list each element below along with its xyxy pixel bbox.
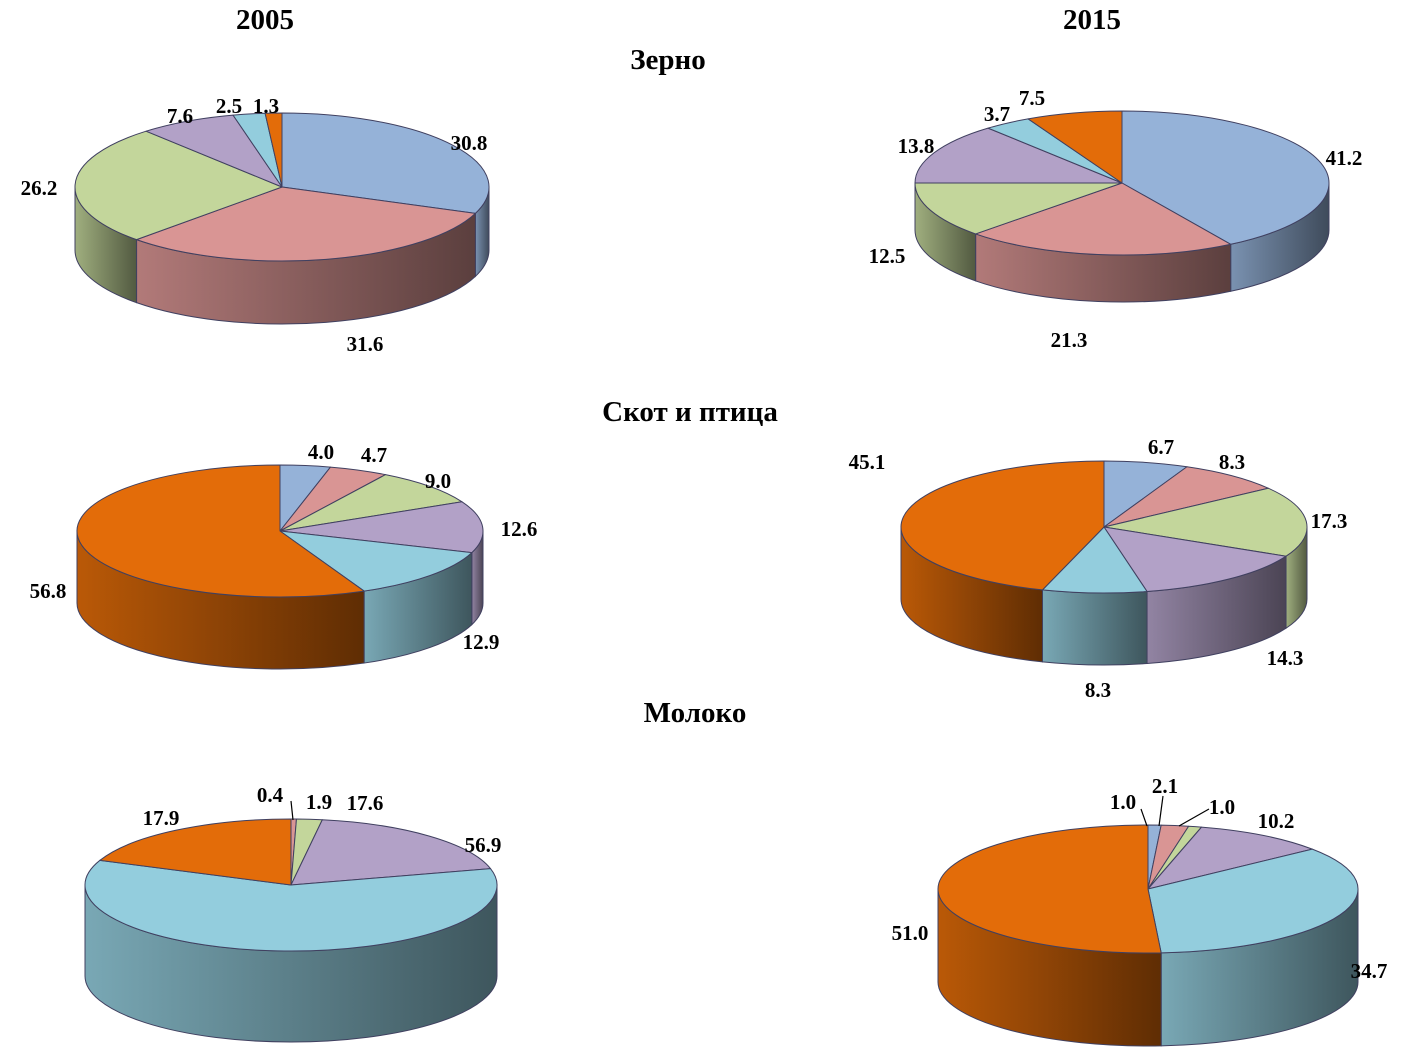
pie-1-data-label-4: 3.7 bbox=[984, 102, 1010, 126]
pie-3-slice-5 bbox=[900, 460, 1105, 591]
pie-0-data-label-0: 30.8 bbox=[451, 131, 488, 155]
pie-1-slice-5 bbox=[1027, 110, 1123, 184]
pie-0-slice-2 bbox=[74, 130, 283, 241]
pie-5-data-label-4: 34.7 bbox=[1351, 959, 1388, 983]
pie-3-slice-2 bbox=[1103, 487, 1308, 557]
pie-5-slice-4 bbox=[1147, 848, 1359, 954]
pie-chart-2: 4.0 4.7 9.0 12.6 12.9 56.8 bbox=[30, 440, 538, 670]
pie-0-slice-0 bbox=[281, 112, 490, 214]
pie-3-data-label-0: 6.7 bbox=[1148, 435, 1174, 459]
pie-2-data-label-5: 56.8 bbox=[30, 579, 67, 603]
pie-3-data-label-3: 14.3 bbox=[1267, 646, 1304, 670]
pie-chart-0: 30.8 31.6 26.2 7.6 2.5 1.3 bbox=[21, 94, 490, 356]
pie-5-leader-0 bbox=[1140, 808, 1148, 827]
pie-4-slice-3 bbox=[290, 819, 492, 886]
pie-1-slice-3 bbox=[914, 127, 1123, 184]
pie-0-data-label-1: 31.6 bbox=[347, 332, 384, 356]
pie-2-data-label-1: 4.7 bbox=[361, 443, 387, 467]
pie-0-slice-5 bbox=[264, 112, 283, 188]
pie-3-slice-3 bbox=[1103, 526, 1287, 592]
pie-5-slice-5 bbox=[937, 824, 1162, 954]
pie-5-data-label-3: 10.2 bbox=[1258, 809, 1295, 833]
pie-0-slice-1 bbox=[136, 186, 476, 262]
section-title-milk: Молоко bbox=[643, 697, 747, 729]
pie-4-data-label-2: 1.9 bbox=[306, 790, 332, 814]
pie-2-data-label-4: 12.9 bbox=[463, 630, 500, 654]
section-title-grain: Зерно bbox=[630, 44, 706, 76]
pie-2-slice-2 bbox=[279, 474, 463, 532]
pie-5-leader-1 bbox=[1158, 795, 1164, 827]
pie-5-data-label-5: 51.0 bbox=[892, 921, 929, 945]
pie-2-slice-5 bbox=[76, 464, 365, 598]
pie-5-data-label-2: 1.0 bbox=[1209, 795, 1235, 819]
pie-2-slice-4 bbox=[279, 530, 473, 592]
pie-chart-1: 41.2 21.3 12.5 13.8 3.7 7.5 bbox=[869, 86, 1363, 352]
pie-0-data-label-5: 1.3 bbox=[253, 94, 279, 118]
pie-0-slice-3 bbox=[145, 114, 283, 188]
pie-1-data-label-3: 13.8 bbox=[898, 134, 935, 158]
pie-3-slice-4-side bbox=[1041, 589, 1148, 666]
pie-0-data-label-2: 26.2 bbox=[21, 176, 58, 200]
pie-1-slice-1 bbox=[975, 182, 1232, 256]
pie-4-data-label-4: 56.9 bbox=[465, 833, 502, 857]
pie-1-data-label-5: 7.5 bbox=[1019, 86, 1045, 110]
pie-4-data-label-1: 0.4 bbox=[257, 783, 284, 807]
pie-5-slice-3 bbox=[1147, 826, 1313, 890]
pie-4-slice-5 bbox=[99, 818, 292, 886]
section-title-livestock: Скот и птица bbox=[602, 396, 778, 428]
pie-4-data-label-5: 17.9 bbox=[143, 806, 180, 830]
pie-chart-4: 0.4 1.9 17.6 56.9 17.9 bbox=[84, 783, 502, 1043]
pie-0-data-label-3: 7.6 bbox=[167, 104, 193, 128]
pie-2-data-label-0: 4.0 bbox=[308, 440, 334, 464]
pie-5-data-label-1: 2.1 bbox=[1152, 774, 1178, 798]
pie-2-slice-3 bbox=[279, 501, 484, 554]
pie-1-data-label-2: 12.5 bbox=[869, 244, 906, 268]
pie-3-data-label-2: 17.3 bbox=[1311, 509, 1348, 533]
pie-4-data-label-3: 17.6 bbox=[347, 791, 384, 815]
pie-5-data-label-0: 1.0 bbox=[1110, 790, 1136, 814]
year-2005-heading: 2005 bbox=[236, 4, 294, 36]
pie-3-slice-1 bbox=[1103, 466, 1269, 528]
pie-1-slice-2 bbox=[914, 182, 1123, 235]
pie-3-data-label-1: 8.3 bbox=[1219, 450, 1245, 474]
pie-4-leader-1 bbox=[290, 800, 294, 821]
pie-2-data-label-3: 12.6 bbox=[501, 517, 538, 541]
pie-0-data-label-4: 2.5 bbox=[216, 94, 242, 118]
pie-3-data-label-4: 8.3 bbox=[1085, 678, 1111, 702]
pie-4-slice-4 bbox=[84, 859, 498, 952]
pie-5-leader-2 bbox=[1178, 808, 1210, 827]
pie-1-slice-0 bbox=[1121, 110, 1330, 245]
pie-chart-3: 6.7 8.3 17.3 14.3 8.3 45.1 bbox=[849, 435, 1348, 702]
pie-2-data-label-2: 9.0 bbox=[425, 469, 451, 493]
year-2015-heading: 2015 bbox=[1063, 4, 1121, 36]
pie-1-data-label-0: 41.2 bbox=[1326, 146, 1363, 170]
pie-3-slice-4 bbox=[1041, 526, 1148, 594]
pie-3-data-label-5: 45.1 bbox=[849, 450, 886, 474]
pie-chart-5: 1.0 2.1 1.0 10.2 34.7 51.0 bbox=[892, 774, 1388, 1047]
pie-1-data-label-1: 21.3 bbox=[1051, 328, 1088, 352]
